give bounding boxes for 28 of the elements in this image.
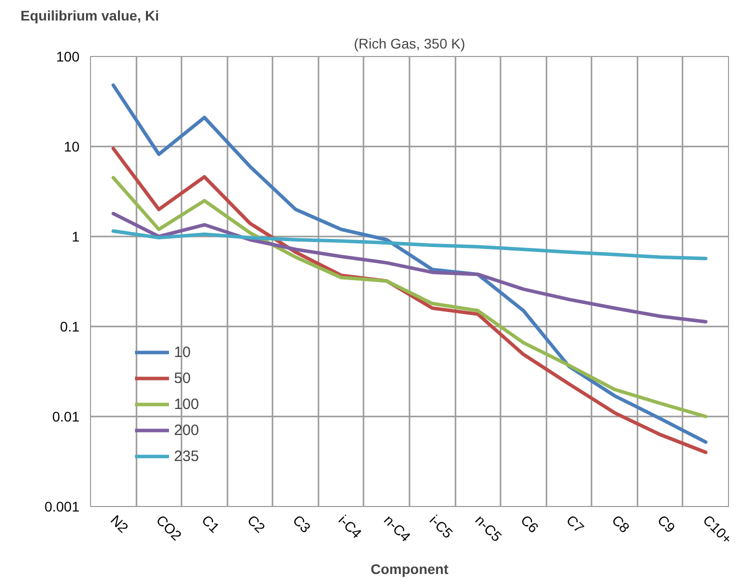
x-tick-label: C3 xyxy=(290,512,314,536)
x-tick-label: C1 xyxy=(198,512,223,536)
legend-label: 200 xyxy=(174,422,200,438)
legend-label: 10 xyxy=(174,344,192,360)
x-tick-label: C2 xyxy=(244,512,268,536)
x-axis-title: Component xyxy=(370,560,449,577)
x-tick-label: C7 xyxy=(563,512,588,536)
line-series xyxy=(112,212,708,324)
y-tick-label: 100 xyxy=(56,48,80,64)
y-axis-title: Equilibrium value, Ki xyxy=(20,8,159,24)
y-tick-label: 0.001 xyxy=(44,498,80,514)
x-tick-label: i-C4 xyxy=(335,512,366,542)
y-tick-label: 0.01 xyxy=(52,408,80,424)
x-tick-label: C8 xyxy=(608,512,634,536)
x-tick-label: C6 xyxy=(518,512,542,536)
y-tick-label: 10 xyxy=(64,138,80,154)
line-series xyxy=(112,229,708,260)
chart-title: (Rich Gas, 350 K) xyxy=(354,36,466,52)
y-tick-label: 1 xyxy=(72,228,80,244)
legend-label: 235 xyxy=(174,448,200,464)
x-tick-label: i-C5 xyxy=(426,512,456,542)
legend-label: 50 xyxy=(174,370,192,386)
x-tick-label: N2 xyxy=(108,512,132,536)
x-tick-label: C9 xyxy=(654,512,679,536)
line-series xyxy=(112,83,708,444)
legend-label: 100 xyxy=(174,396,200,412)
y-tick-label: 0.1 xyxy=(60,318,80,334)
line-series xyxy=(112,176,708,418)
